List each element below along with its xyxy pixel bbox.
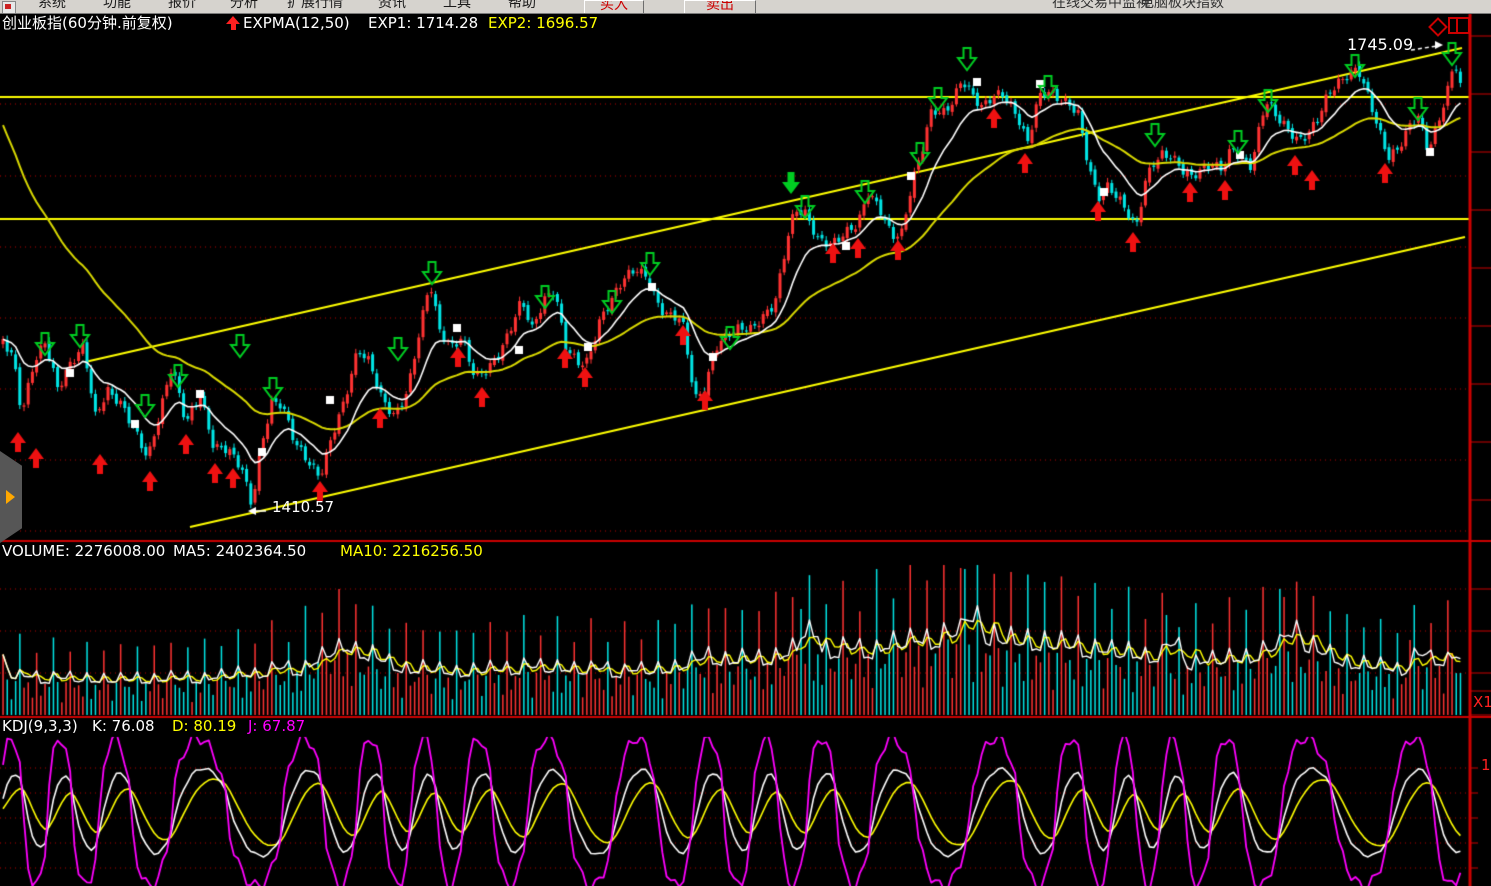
app-icon-glyph	[5, 4, 11, 9]
sell-button[interactable]: 卖出	[684, 0, 756, 13]
buy-button-label: 买入	[600, 0, 628, 13]
menu-right-text-trade: 在线交易中监视	[1052, 0, 1150, 11]
menu-item-analysis[interactable]: 分析	[230, 0, 258, 11]
buy-button[interactable]: 买入	[584, 0, 644, 13]
low-price-label: 1410.57	[272, 498, 335, 516]
high-price-label: 1745.09	[1347, 35, 1414, 54]
app-icon[interactable]	[2, 1, 16, 13]
menu-item-tools[interactable]: 工具	[443, 0, 471, 11]
expand-triangle-icon	[6, 490, 15, 504]
up-arrow-icon	[226, 16, 240, 31]
menu-item-system[interactable]: 系统	[38, 0, 66, 11]
exp1-value: EXP1: 1714.28	[368, 14, 479, 32]
kdj-k-value: K: 76.08	[92, 717, 155, 735]
menu-item-help[interactable]: 帮助	[508, 0, 536, 11]
x-zoom-label[interactable]: X1	[1473, 693, 1491, 711]
volume-ma5-value: MA5: 2402364.50	[173, 542, 307, 560]
split-window-icon[interactable]	[1448, 17, 1470, 34]
indicator-name[interactable]: EXPMA(12,50)	[243, 14, 350, 32]
menu-bar: 系统 功能 报价 分析 扩展行情 资讯 工具 帮助 买入 卖出 在线交易中监视 …	[0, 0, 1491, 14]
chart-title: 创业板指(60分钟.前复权)	[2, 14, 173, 32]
menu-item-quote[interactable]: 报价	[168, 0, 196, 11]
menu-item-function[interactable]: 功能	[103, 0, 131, 11]
kdj-j-value: J: 67.87	[248, 717, 306, 735]
menu-right-text-board: 电脑板块指数	[1140, 0, 1224, 11]
kdj-d-value: D: 80.19	[172, 717, 237, 735]
kdj-indicator-name[interactable]: KDJ(9,3,3)	[2, 717, 78, 735]
exp2-value: EXP2: 1696.57	[488, 14, 599, 32]
sell-button-label: 卖出	[706, 0, 734, 13]
sidebar-expand-tab[interactable]	[0, 451, 22, 543]
volume-value[interactable]: VOLUME: 2276008.00	[2, 542, 166, 560]
kdj-axis-label: 1	[1481, 756, 1491, 774]
menu-item-news[interactable]: 资讯	[378, 0, 406, 11]
menu-item-extended[interactable]: 扩展行情	[287, 0, 343, 11]
volume-ma10-value: MA10: 2216256.50	[340, 542, 483, 560]
